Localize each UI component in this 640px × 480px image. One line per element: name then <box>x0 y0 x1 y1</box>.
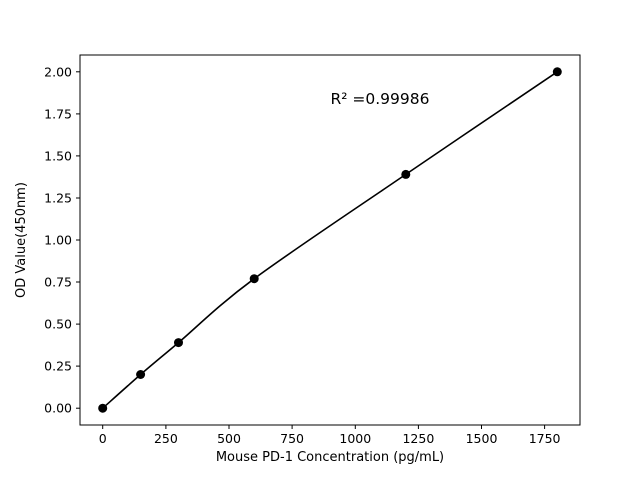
data-point <box>174 338 183 348</box>
r-squared-annotation: R² =0.99986 <box>331 90 430 108</box>
y-tick-label: 1.75 <box>44 106 72 121</box>
y-tick-label: 1.00 <box>44 233 72 248</box>
x-axis-label: Mouse PD-1 Concentration (pg/mL) <box>216 450 444 465</box>
y-tick-label: 0.00 <box>44 401 72 416</box>
x-tick-label: 0 <box>99 431 107 446</box>
data-point <box>552 67 562 77</box>
plot-frame <box>79 54 581 426</box>
x-tick-label: 750 <box>280 431 304 446</box>
x-tick-label: 1250 <box>402 431 434 446</box>
fit-curve <box>102 71 558 409</box>
data-point <box>249 274 259 284</box>
y-tick-label: 0.50 <box>44 317 72 332</box>
x-tick-label: 1750 <box>529 431 561 446</box>
y-tick-label: 1.25 <box>44 191 72 206</box>
y-tick-label: 1.50 <box>44 148 72 163</box>
data-point <box>136 370 146 379</box>
x-tick-label: 1500 <box>466 431 498 446</box>
data-point <box>98 403 108 413</box>
y-tick-label: 0.25 <box>44 359 72 374</box>
x-tick-label: 500 <box>217 431 241 446</box>
y-axis-label: OD Value(450nm) <box>14 182 29 298</box>
x-tick-label: 250 <box>154 431 178 446</box>
y-tick-label: 2.00 <box>44 64 72 79</box>
y-tick-label: 0.75 <box>44 275 72 290</box>
x-tick-label: 1000 <box>339 431 371 446</box>
data-point <box>401 169 411 179</box>
